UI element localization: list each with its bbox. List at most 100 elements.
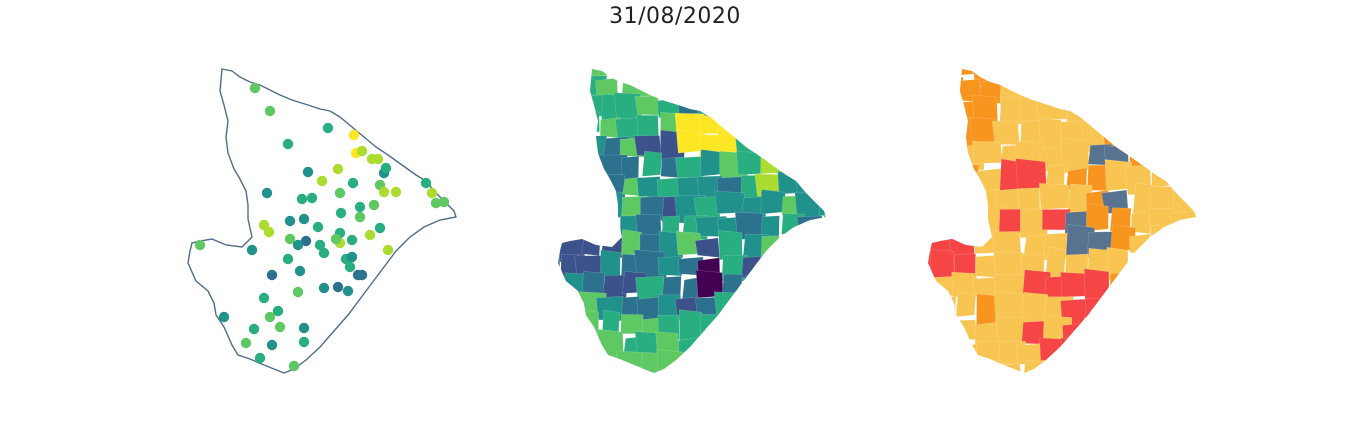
municipality-region (928, 342, 936, 372)
municipality-region (1167, 136, 1196, 173)
municipality-region (1190, 101, 1196, 123)
municipality-region (558, 296, 568, 320)
municipality-region (581, 237, 601, 257)
municipality-region (1060, 337, 1093, 369)
point-marker (296, 193, 308, 205)
municipality-region (1104, 357, 1135, 373)
municipality-region (1146, 143, 1183, 168)
municipality-region (654, 69, 683, 74)
municipality-region (558, 115, 563, 136)
municipality-region (760, 235, 779, 263)
municipality-region (814, 134, 826, 155)
categorical-map-panel (910, 55, 1210, 385)
municipality-region (932, 76, 964, 106)
municipality-region (820, 170, 826, 195)
points-map-panel (170, 55, 470, 385)
municipality-region (1109, 69, 1130, 85)
municipality-region (698, 69, 723, 82)
municipality-region (994, 363, 1022, 373)
municipality-region (794, 236, 820, 258)
point-marker (292, 239, 304, 251)
municipality-region (713, 291, 740, 322)
municipality-region (754, 316, 782, 341)
municipality-region (1150, 224, 1181, 263)
municipality-region (1083, 317, 1110, 343)
municipality-region (928, 363, 931, 373)
point-marker (246, 244, 258, 256)
municipality-region (928, 319, 954, 347)
point-marker (314, 239, 326, 251)
point-marker (426, 187, 438, 199)
point-marker (264, 105, 276, 117)
municipality-region (560, 314, 586, 341)
municipality-region (1198, 159, 1210, 186)
point-marker (266, 269, 278, 281)
municipality-region (1014, 69, 1050, 80)
state-outline (187, 68, 457, 374)
municipality-region (741, 256, 761, 279)
municipality-region (741, 113, 760, 142)
municipality-region (753, 273, 780, 299)
municipality-region (777, 357, 808, 373)
point-marker (332, 163, 344, 175)
municipality-region (954, 364, 976, 373)
municipality-region (1154, 298, 1183, 319)
municipality-region (738, 369, 761, 373)
points-layer (194, 82, 450, 372)
municipality-region (1022, 360, 1051, 373)
municipality-region (643, 374, 663, 385)
municipality-region (737, 69, 767, 94)
municipality-region (930, 249, 955, 279)
municipality-region (932, 202, 961, 235)
municipality-region (928, 123, 938, 148)
municipality-region (700, 352, 728, 373)
point-marker (254, 352, 266, 364)
municipality-region (680, 69, 703, 94)
point-marker (342, 285, 354, 297)
municipality-region (716, 378, 744, 385)
municipality-region (928, 98, 942, 124)
municipality-region (702, 334, 723, 355)
municipality-region (676, 129, 702, 154)
point-marker (430, 197, 442, 209)
municipality-region (680, 375, 706, 385)
municipality-region (794, 76, 825, 100)
municipality-region (756, 289, 780, 314)
municipality-region (928, 71, 934, 106)
choropleth-regions (558, 69, 826, 385)
point-marker (364, 229, 376, 241)
municipality-region (1195, 275, 1196, 301)
point-marker (335, 207, 347, 219)
municipality-region (558, 254, 561, 275)
municipality-region (622, 378, 647, 385)
point-marker (249, 82, 261, 94)
point-marker (218, 311, 230, 323)
municipality-region (799, 290, 826, 319)
figure-title: 31/08/2020 (609, 4, 741, 29)
municipality-region (761, 69, 786, 80)
point-marker (302, 166, 314, 178)
categorical-map (928, 69, 1210, 373)
municipality-region (1106, 292, 1131, 322)
municipality-region (1020, 120, 1042, 143)
municipality-region (1060, 271, 1087, 298)
point-marker (372, 153, 384, 165)
municipality-region (558, 372, 580, 373)
point-marker (300, 235, 312, 247)
municipality-region (755, 71, 789, 99)
municipality-region (562, 95, 588, 118)
municipality-region (558, 334, 568, 359)
point-marker (346, 251, 358, 263)
municipality-region (640, 351, 662, 373)
municipality-region (558, 69, 584, 80)
municipality-region (1174, 320, 1196, 341)
municipality-region (800, 354, 826, 373)
municipality-region (558, 95, 566, 123)
municipality-region (817, 234, 826, 263)
point-marker (318, 247, 330, 259)
municipality-region (581, 175, 606, 204)
point-marker (344, 261, 356, 273)
municipality-region (1086, 203, 1109, 232)
municipality-region (821, 335, 826, 359)
point-marker (288, 360, 300, 372)
